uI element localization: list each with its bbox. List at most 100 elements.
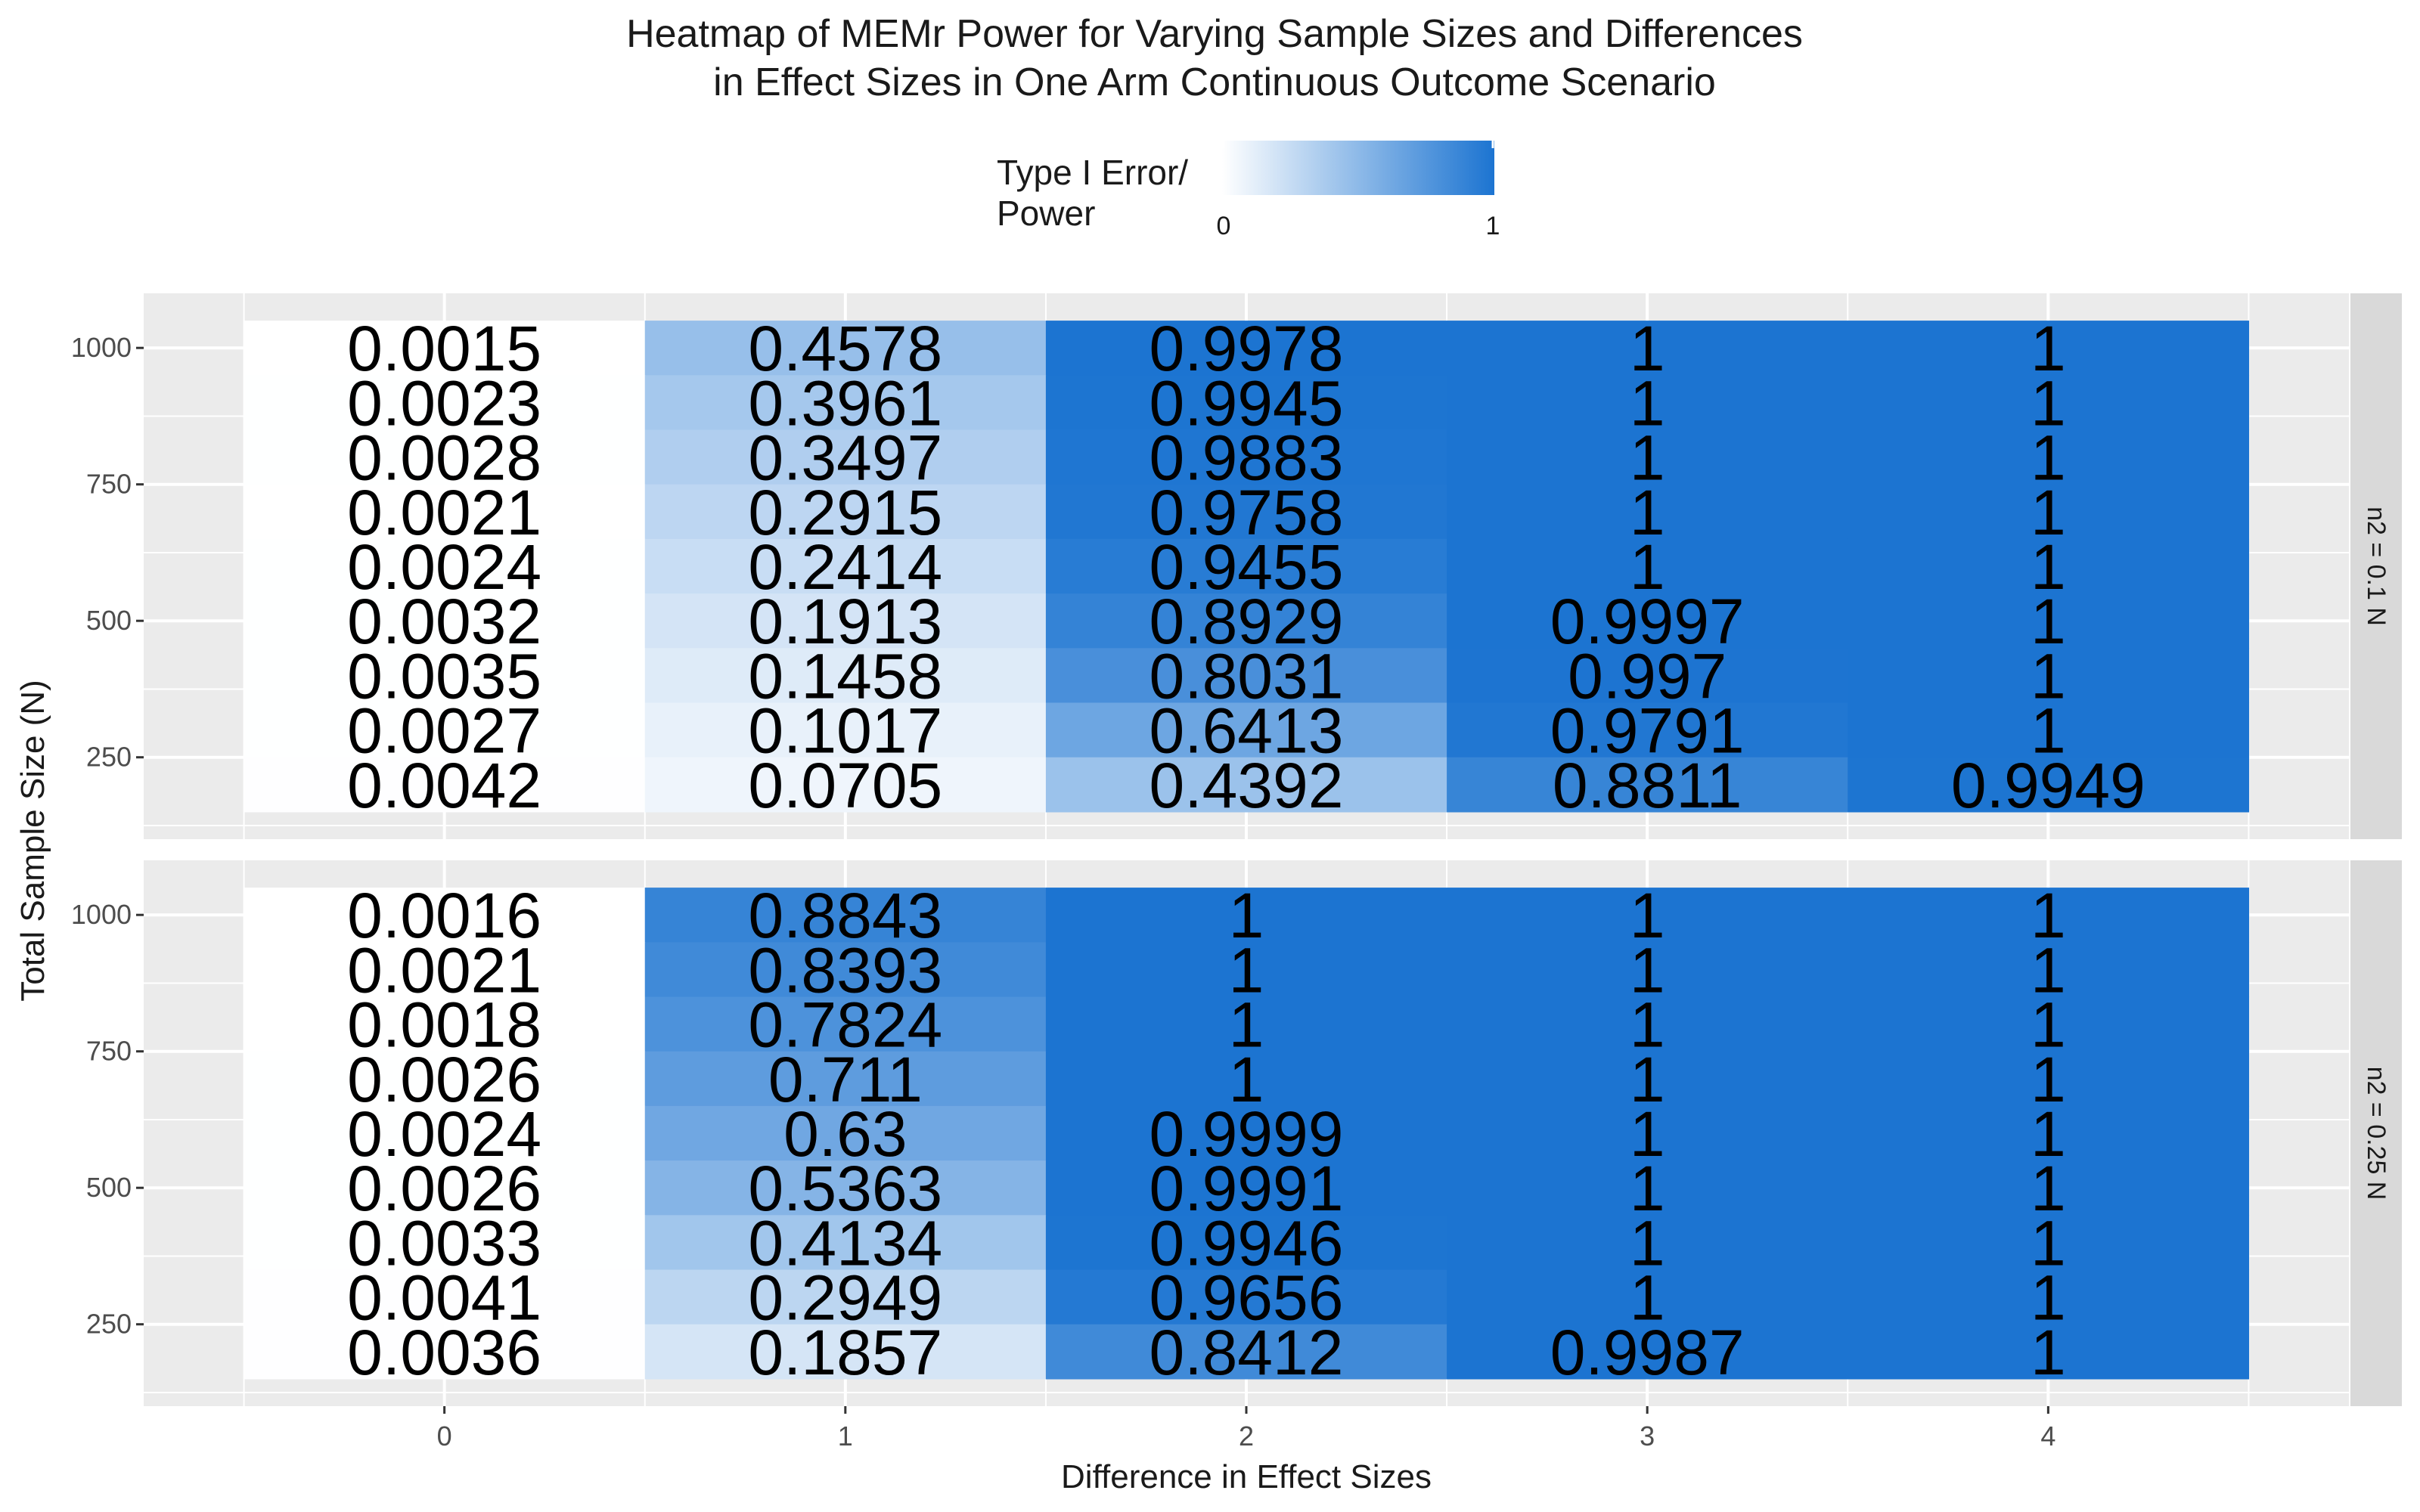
heatmap-cell <box>1447 484 1848 540</box>
heatmap-cell <box>644 996 1047 1052</box>
heatmap-cell-label: 0.4392 <box>1150 750 1344 821</box>
heatmap-cell-label: 1 <box>1630 313 1665 384</box>
heatmap-cell <box>1045 1215 1447 1271</box>
y-axis-tick-label: 250 <box>86 1309 132 1340</box>
heatmap-cell-label: 1 <box>2031 586 2066 657</box>
heatmap-cell <box>644 1051 1047 1107</box>
y-axis-tick-label: 500 <box>86 605 132 636</box>
x-axis-tick-label: 4 <box>2040 1421 2055 1452</box>
heatmap-cell <box>644 888 1047 943</box>
heatmap-cell-label: 0.0024 <box>347 1098 541 1170</box>
heatmap-cell-label: 0.9999 <box>1150 1098 1344 1170</box>
heatmap-cell <box>1848 1051 2250 1107</box>
heatmap-cell <box>1045 1324 1447 1380</box>
heatmap-cell <box>1447 1215 1848 1271</box>
heatmap-cell <box>1045 429 1447 485</box>
heatmap-cell-label: 1 <box>1630 423 1665 494</box>
heatmap-cell-label: 0.3497 <box>748 423 942 494</box>
heatmap-cell <box>1045 757 1447 813</box>
heatmap-cell <box>1447 888 1848 943</box>
heatmap-cell <box>644 1160 1047 1216</box>
heatmap-cell <box>244 1160 646 1216</box>
y-axis-tick-label: 750 <box>86 1036 132 1067</box>
legend-min-label: 0 <box>1217 212 1231 240</box>
heatmap-cell <box>244 888 646 943</box>
heatmap-cell-label: 1 <box>1229 934 1264 1005</box>
heatmap-cell-label: 0.6413 <box>1150 696 1344 767</box>
heatmap-cell-label: 0.0041 <box>347 1263 541 1334</box>
heatmap-cell-label: 1 <box>2031 1153 2066 1224</box>
heatmap-cell-label: 0.997 <box>1568 640 1727 711</box>
heatmap-cell <box>244 375 646 431</box>
facet-panel: 0.0015 0.4578 0.9978 1 10.0023 0.3961 0.9945 1 1… <box>71 293 2402 839</box>
heatmap-cell-label: 0.0021 <box>347 477 541 548</box>
heatmap-cell <box>1447 648 1848 704</box>
facet-strip-label: n2 = 0.1 N <box>2362 507 2391 626</box>
heatmap-cell <box>1848 757 2250 813</box>
heatmap-cell-label: 0.9997 <box>1550 586 1745 657</box>
heatmap-cell-label: 0.0028 <box>347 423 541 494</box>
heatmap-cell-label: 1 <box>2031 1317 2066 1388</box>
heatmap-cell-label: 0.0016 <box>347 880 541 951</box>
heatmap-cell-label: 0.0042 <box>347 750 541 821</box>
heatmap-cell <box>644 593 1047 649</box>
heatmap-cell <box>1848 996 2250 1052</box>
heatmap-cell <box>1848 593 2250 649</box>
heatmap-cell <box>1447 375 1848 431</box>
heatmap-cell <box>1447 757 1848 813</box>
heatmap-cell-label: 1 <box>2031 990 2066 1061</box>
heatmap-cell <box>644 429 1047 485</box>
heatmap-cell <box>1447 429 1848 485</box>
heatmap-cell-label: 1 <box>2031 367 2066 438</box>
heatmap-cell <box>1045 1051 1447 1107</box>
heatmap-cell-label: 1 <box>1630 477 1665 548</box>
heatmap-cell <box>1848 1324 2250 1380</box>
heatmap-cell-label: 1 <box>1630 1207 1665 1278</box>
heatmap-cell-label: 0.0036 <box>347 1317 541 1388</box>
heatmap-cell-label: 0.1857 <box>748 1317 942 1388</box>
heatmap-cell <box>644 1324 1047 1380</box>
facet-strip <box>2350 293 2402 839</box>
heatmap-cell-label: 0.9978 <box>1150 313 1344 384</box>
heatmap-cell-label: 1 <box>2031 1207 2066 1278</box>
x-axis-tick-label: 0 <box>437 1421 452 1452</box>
heatmap-cell-label: 0.8843 <box>748 880 942 951</box>
heatmap-cell-label: 1 <box>1630 1098 1665 1170</box>
heatmap-cell-label: 0.0033 <box>347 1207 541 1278</box>
y-axis-tick-label: 500 <box>86 1172 132 1203</box>
heatmap-cell <box>1848 484 2250 540</box>
heatmap-cell-label: 0.2949 <box>748 1263 942 1334</box>
heatmap-cell-label: 0.9987 <box>1550 1317 1745 1388</box>
heatmap-cell <box>1848 888 2250 943</box>
heatmap-cell <box>1848 1105 2250 1161</box>
heatmap-cell <box>644 702 1047 758</box>
facet-panels: 0.0015 0.4578 0.9978 1 10.0023 0.3961 0.9945 1 1… <box>71 293 2402 1452</box>
heatmap-cell <box>244 321 646 376</box>
legend-max-label: 1 <box>1486 212 1500 240</box>
heatmap-cell <box>1848 375 2250 431</box>
heatmap-cell <box>1447 593 1848 649</box>
heatmap-cell-label: 0.1458 <box>748 640 942 711</box>
heatmap-cell <box>1447 321 1848 376</box>
heatmap-cell <box>244 757 646 813</box>
heatmap-cell-label: 0.4134 <box>748 1207 942 1278</box>
heatmap-cell <box>244 1215 646 1271</box>
facet-strip <box>2350 860 2402 1406</box>
heatmap-cell-label: 0.0705 <box>748 750 942 821</box>
heatmap-cell-label: 0.2915 <box>748 477 942 548</box>
heatmap-cell-label: 1 <box>2031 1098 2066 1170</box>
heatmap-cell <box>1045 942 1447 998</box>
heatmap-cell-label: 0.0018 <box>347 990 541 1061</box>
chart-title-line-1: Heatmap of MEMr Power for Varying Sample… <box>626 12 1803 56</box>
heatmap-cell <box>1848 429 2250 485</box>
heatmap-cell-label: 0.9949 <box>1951 750 2145 821</box>
heatmap-cell-label: 0.8031 <box>1150 640 1344 711</box>
chart-title-line-2: in Effect Sizes in One Arm Continuous Ou… <box>713 60 1716 104</box>
heatmap-cell <box>1447 1105 1848 1161</box>
heatmap-cell <box>1848 1160 2250 1216</box>
heatmap-cell-label: 0.1017 <box>748 696 942 767</box>
heatmap-cell <box>1045 1160 1447 1216</box>
heatmap-cell <box>1447 996 1848 1052</box>
heatmap-cell <box>244 1269 646 1325</box>
heatmap-cell-label: 0.8929 <box>1150 586 1344 657</box>
